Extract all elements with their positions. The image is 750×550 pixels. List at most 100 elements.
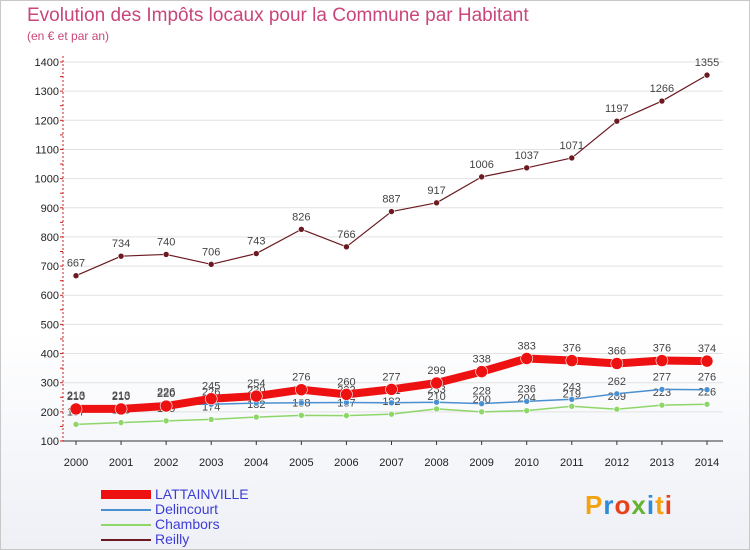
data-point-delincourt: [388, 399, 395, 407]
data-point-chambors: [298, 412, 305, 419]
data-label-delincourt: 236: [518, 383, 536, 395]
x-tick-label: 2009: [469, 457, 493, 469]
logo-letter: i: [664, 490, 673, 520]
data-label-delincourt: 277: [653, 371, 671, 383]
data-point-chambors: [162, 417, 170, 425]
data-point-delincourt: [658, 386, 666, 393]
x-tick-label: 2008: [424, 457, 448, 469]
data-point-lattainville: [69, 402, 83, 416]
data-point-chambors: [613, 405, 621, 413]
data-point-reilly: [207, 261, 215, 268]
logo-letter: P: [585, 490, 604, 520]
data-label-delincourt: 262: [608, 376, 626, 388]
y-tick-label: 1300: [35, 86, 59, 98]
data-point-reilly: [162, 251, 170, 258]
data-point-lattainville: [114, 402, 128, 416]
legend-label-delincourt: Delincourt: [155, 501, 219, 517]
data-point-delincourt: [703, 386, 711, 393]
data-label-lattainville: 299: [427, 365, 445, 377]
data-point-chambors: [478, 408, 485, 416]
y-tick-label: 1100: [35, 144, 59, 156]
data-label-reilly: 740: [157, 236, 175, 248]
data-point-lattainville: [340, 388, 353, 401]
data-point-chambors: [388, 410, 395, 418]
legend-swatch-lattainville: [101, 490, 151, 499]
logo-letter: r: [603, 490, 615, 520]
x-tick-label: 2004: [244, 457, 268, 469]
data-point-reilly: [298, 226, 305, 233]
data-label-lattainville: 276: [292, 372, 310, 384]
data-point-lattainville: [204, 392, 218, 406]
data-label-lattainville: 376: [563, 343, 581, 355]
y-tick-label: 600: [41, 290, 59, 302]
data-label-lattainville: 366: [608, 345, 626, 357]
data-label-reilly: 766: [337, 229, 355, 241]
data-point-reilly: [523, 164, 531, 172]
y-tick-label: 500: [41, 319, 59, 331]
data-point-reilly: [117, 252, 125, 260]
x-tick-label: 2011: [560, 457, 584, 469]
data-label-lattainville: 220: [157, 388, 175, 400]
data-label-reilly: 743: [247, 236, 265, 248]
data-point-chambors: [523, 407, 531, 414]
data-label-delincourt: 228: [472, 386, 490, 398]
data-point-reilly: [72, 272, 80, 279]
data-label-reilly: 667: [67, 258, 85, 270]
data-point-reilly: [252, 250, 260, 257]
data-point-delincourt: [478, 400, 485, 407]
legend-label-reilly: Reilly: [155, 531, 190, 547]
data-point-reilly: [343, 243, 350, 251]
data-label-lattainville: 383: [518, 340, 536, 352]
data-point-delincourt: [523, 398, 531, 405]
data-label-lattainville: 374: [698, 343, 716, 355]
data-point-lattainville: [565, 354, 579, 367]
data-point-chambors: [568, 403, 576, 410]
data-point-lattainville: [655, 354, 669, 367]
data-label-delincourt: 226: [157, 386, 175, 398]
data-point-lattainville: [385, 383, 398, 396]
legend-swatch-delincourt: [101, 509, 151, 511]
data-point-delincourt: [433, 398, 440, 406]
data-label-lattainville: 277: [382, 371, 400, 383]
data-point-lattainville: [295, 383, 308, 396]
data-point-reilly: [703, 71, 711, 79]
data-point-lattainville: [430, 376, 443, 390]
data-label-lattainville: 260: [337, 376, 355, 388]
data-point-chambors: [343, 412, 350, 419]
data-point-reilly: [433, 199, 440, 207]
data-label-delincourt: 243: [563, 381, 581, 393]
data-point-chambors: [658, 401, 666, 409]
data-point-lattainville: [520, 352, 534, 365]
y-tick-label: 900: [41, 203, 59, 215]
legend-swatch-chambors: [101, 524, 151, 526]
data-label-delincourt: 276: [698, 372, 716, 384]
data-point-chambors: [207, 416, 215, 423]
proxiti-logo: Proxiti: [585, 490, 673, 521]
data-point-reilly: [658, 97, 666, 105]
data-label-reilly: 1266: [650, 83, 674, 95]
data-label-reilly: 1355: [695, 57, 719, 69]
y-tick-label: 100: [41, 436, 59, 448]
data-point-reilly: [613, 117, 621, 125]
x-tick-label: 2010: [514, 457, 538, 469]
y-tick-label: 800: [41, 232, 59, 244]
data-point-lattainville: [249, 389, 263, 403]
data-point-chambors: [72, 421, 80, 428]
y-tick-label: 1400: [35, 57, 59, 69]
legend-label-chambors: Chambors: [155, 516, 220, 532]
chart-subtitle: (en € et par an): [27, 29, 110, 43]
data-point-delincourt: [613, 390, 621, 398]
data-point-lattainville: [159, 399, 173, 413]
data-point-lattainville: [610, 357, 624, 370]
data-point-reilly: [388, 208, 395, 215]
data-label-lattainville: 210: [112, 391, 130, 403]
data-point-reilly: [568, 154, 576, 162]
logo-letter: t: [655, 490, 665, 520]
data-point-lattainville: [700, 354, 714, 368]
legend-swatch-reilly: [101, 539, 151, 541]
chart-title: Evolution des Impôts locaux pour la Comm…: [27, 5, 529, 26]
data-label-reilly: 1197: [605, 103, 629, 115]
y-tick-label: 400: [41, 349, 59, 361]
